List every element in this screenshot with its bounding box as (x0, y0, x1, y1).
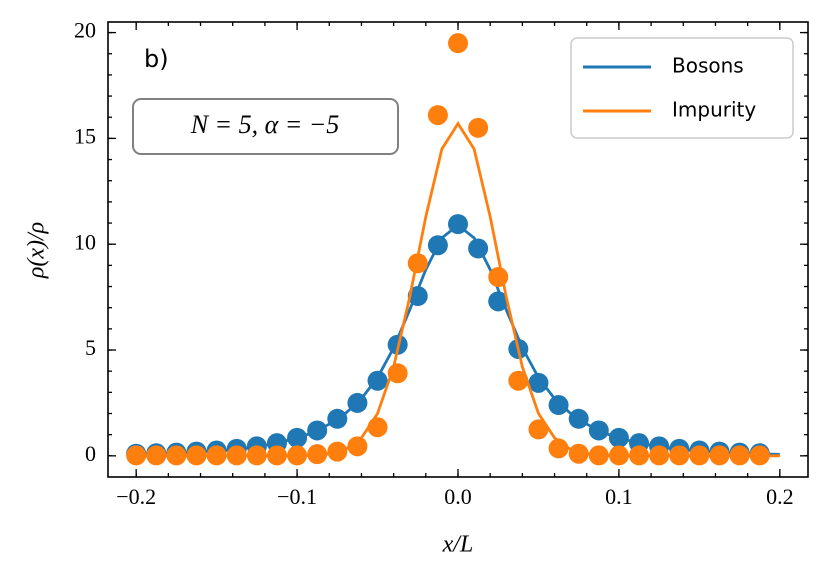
annotation: N = 5, α = −5 (190, 110, 340, 139)
plot-area (126, 33, 780, 466)
data-point (528, 372, 549, 393)
data-point (327, 441, 348, 462)
data-point (427, 105, 448, 126)
y-tick-label: 20 (74, 18, 96, 43)
data-point (287, 445, 308, 466)
data-point (307, 444, 328, 465)
data-point (588, 420, 609, 441)
data-point (608, 427, 629, 448)
y-tick-label: 15 (74, 123, 96, 148)
legend (570, 37, 794, 139)
data-point (468, 238, 489, 259)
data-point (166, 445, 187, 466)
data-point (407, 286, 428, 307)
data-point (468, 117, 489, 138)
x-axis-label: x/L (442, 532, 474, 558)
data-point (669, 445, 690, 466)
data-point (629, 445, 650, 466)
data-point (367, 370, 388, 391)
y-tick-label: 0 (85, 441, 96, 466)
data-point (407, 253, 428, 274)
data-point (689, 445, 710, 466)
legend-label: Bosons (672, 54, 744, 78)
x-tick-label: 0.2 (766, 484, 794, 509)
y-tick-label: 5 (85, 335, 96, 360)
series-line (136, 223, 780, 456)
data-point (729, 445, 750, 466)
data-point (327, 408, 348, 429)
data-point (266, 445, 287, 466)
data-point (448, 214, 468, 235)
x-tick-label: −0.2 (116, 484, 156, 509)
data-point (508, 370, 529, 391)
data-point (126, 445, 147, 466)
data-point (186, 445, 207, 466)
data-point (347, 436, 368, 457)
y-axis-label: ρ(x)/ρ (24, 222, 50, 279)
data-point (307, 420, 328, 441)
data-point (568, 408, 589, 429)
data-point (427, 235, 448, 256)
data-point (488, 267, 509, 288)
panel-label: b) (144, 45, 169, 73)
x-tick-label: −0.1 (277, 484, 317, 509)
data-point (287, 427, 308, 448)
data-point (528, 419, 549, 440)
data-point (749, 445, 770, 466)
x-tick-label: 0.1 (605, 484, 633, 509)
data-point (367, 417, 388, 438)
data-point (548, 395, 569, 416)
data-point (709, 445, 730, 466)
data-point (146, 445, 167, 466)
data-point (548, 438, 569, 459)
x-tick-label: 0.0 (444, 484, 472, 509)
data-point (347, 392, 368, 413)
y-tick-label: 10 (74, 229, 96, 254)
data-point (226, 445, 247, 466)
data-point (588, 445, 609, 466)
annotation-box (132, 98, 399, 155)
data-point (568, 443, 589, 464)
data-point (387, 363, 408, 384)
data-point (206, 445, 227, 466)
legend-label: Impurity (672, 98, 756, 122)
data-point (448, 33, 468, 54)
data-point (649, 445, 670, 466)
data-point (488, 291, 509, 312)
data-point (608, 445, 629, 466)
data-point (246, 445, 267, 466)
series-line (136, 120, 780, 458)
